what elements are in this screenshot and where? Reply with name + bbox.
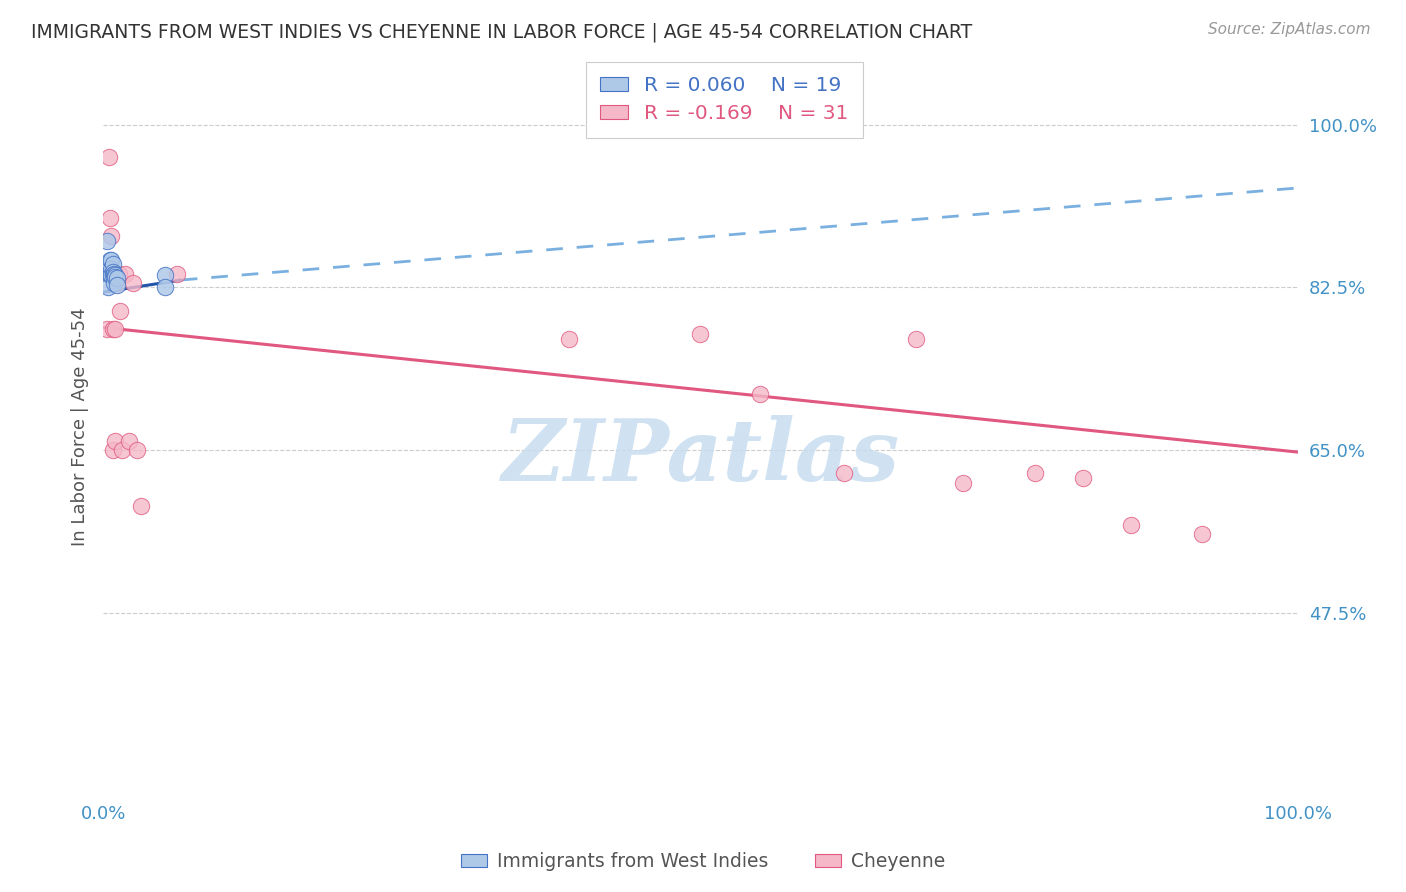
Point (98, 267, 121, 281)
Point (114, 267, 136, 281)
Point (689, 326, 711, 341)
Point (98, 150, 121, 164)
Point (96, 234, 118, 248)
Text: IMMIGRANTS FROM WEST INDIES VS CHEYENNE IN LABOR FORCE | AGE 45-54 CORRELATION C: IMMIGRANTS FROM WEST INDIES VS CHEYENNE … (31, 22, 972, 42)
Point (100, 268, 122, 283)
Point (100, 252, 122, 267)
Text: ZIPatlas: ZIPatlas (502, 415, 900, 498)
Point (1071, 471, 1094, 485)
Point (155, 268, 177, 283)
Point (104, 322, 127, 336)
Point (155, 280, 177, 294)
Point (111, 443, 134, 458)
Point (103, 267, 125, 281)
Point (101, 443, 124, 458)
Point (131, 499, 153, 513)
Point (103, 267, 125, 281)
Point (98, 252, 121, 267)
Point (118, 434, 141, 448)
Point (100, 229, 122, 244)
Point (101, 257, 124, 271)
Point (101, 322, 124, 336)
Point (98, 267, 121, 281)
Point (1191, 527, 1213, 541)
Point (98, 211, 121, 225)
Point (104, 270, 127, 285)
Point (96, 322, 118, 336)
Point (103, 276, 125, 290)
Point (558, 332, 581, 346)
Point (107, 267, 129, 281)
Point (125, 443, 148, 458)
Point (749, 387, 772, 401)
Point (104, 434, 127, 448)
Point (104, 268, 127, 283)
Point (97, 280, 120, 294)
Point (904, 332, 927, 346)
Text: Source: ZipAtlas.com: Source: ZipAtlas.com (1208, 22, 1371, 37)
Point (1119, 517, 1142, 532)
Point (166, 267, 188, 281)
Y-axis label: In Labor Force | Age 45-54: In Labor Force | Age 45-54 (72, 308, 89, 546)
Point (100, 261, 122, 276)
Point (952, 475, 974, 490)
Point (108, 303, 131, 318)
Point (107, 276, 129, 290)
Point (101, 265, 124, 279)
Point (107, 277, 129, 292)
Point (122, 276, 145, 290)
Legend: Immigrants from West Indies, Cheyenne: Immigrants from West Indies, Cheyenne (454, 844, 952, 878)
Point (1024, 467, 1046, 481)
Legend: R = 0.060    N = 19, R = -0.169    N = 31: R = 0.060 N = 19, R = -0.169 N = 31 (586, 62, 863, 137)
Point (107, 271, 129, 285)
Point (103, 267, 125, 281)
Point (832, 467, 855, 481)
Point (100, 267, 122, 281)
Point (101, 268, 124, 283)
